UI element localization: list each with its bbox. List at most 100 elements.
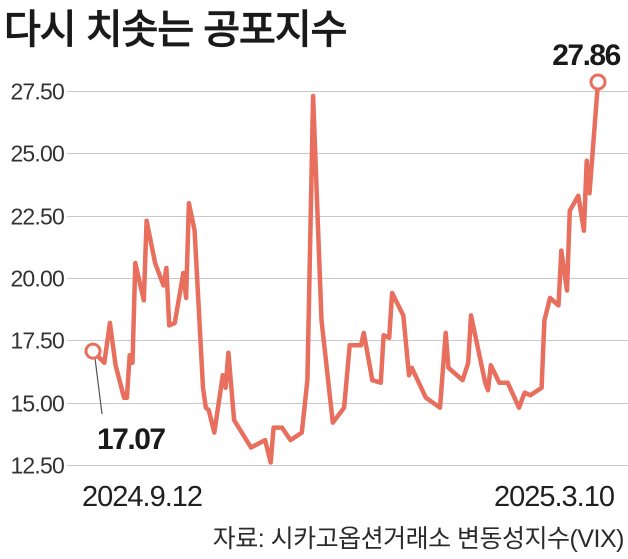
y-tick-label: 25.00: [10, 141, 64, 167]
data-point: [488, 363, 493, 368]
data-point: [122, 395, 126, 400]
data-point: [446, 365, 451, 370]
data-point: [565, 288, 569, 293]
data-point: [486, 388, 490, 393]
data-point: [220, 373, 225, 378]
data-point: [497, 380, 502, 385]
y-tick-label: 20.00: [10, 266, 64, 292]
data-point: [226, 350, 231, 355]
data-point: [567, 208, 572, 213]
data-point: [181, 271, 186, 275]
data-point: [559, 248, 564, 253]
data-point: [212, 430, 217, 435]
data-point: [576, 193, 581, 198]
data-point: [517, 405, 521, 410]
annotation-marker: [84, 342, 102, 360]
data-point: [299, 430, 304, 435]
data-point: [249, 445, 253, 450]
data-point: [288, 438, 293, 443]
data-point: [223, 385, 228, 390]
data-point: [342, 405, 347, 410]
annotation-marker: [589, 73, 607, 91]
data-point: [102, 360, 107, 365]
annotation-leader-line: [94, 357, 103, 415]
y-tick-label: 22.50: [10, 204, 64, 230]
data-point: [449, 368, 454, 373]
data-point: [407, 373, 411, 378]
x-tick-label-end: 2025.3.10: [494, 481, 614, 513]
data-point: [505, 380, 510, 385]
gridlines: [67, 91, 628, 466]
series: [90, 79, 601, 465]
annotations: 17.07 27.86: [84, 39, 622, 456]
data-point: [164, 266, 169, 270]
data-point: [153, 261, 158, 265]
annotation-label: 27.86: [552, 39, 620, 72]
x-tick-label-start: 2024.9.12: [82, 481, 202, 513]
data-point: [186, 201, 191, 206]
data-point: [466, 360, 471, 365]
source-note: 자료: 시카고옵션거래소 변동성지수(VIX): [212, 525, 625, 553]
data-point: [305, 378, 310, 383]
data-point: [581, 228, 586, 233]
x-axis-tick-labels: 2024.9.12 2025.3.10: [82, 481, 615, 513]
data-point: [556, 303, 561, 308]
data-point: [423, 395, 428, 400]
data-point: [124, 395, 129, 400]
data-point: [522, 390, 527, 395]
data-point: [319, 318, 324, 323]
data-point: [387, 335, 392, 340]
data-point: [280, 425, 284, 430]
data-point: [141, 298, 146, 303]
data-point: [330, 420, 335, 425]
y-tick-label: 15.00: [10, 391, 64, 417]
data-point: [192, 228, 197, 233]
data-point: [587, 191, 592, 196]
y-tick-label: 27.50: [10, 79, 64, 105]
data-point: [542, 318, 547, 323]
data-point: [584, 158, 589, 163]
y-tick-label: 12.50: [10, 453, 64, 479]
data-point: [133, 261, 138, 265]
annotation-label: 17.07: [97, 423, 165, 456]
data-point: [469, 313, 473, 318]
data-point: [144, 218, 149, 223]
data-point: [263, 438, 268, 443]
data-point: [460, 378, 465, 383]
data-point: [268, 460, 273, 465]
data-point: [401, 313, 406, 318]
data-point: [483, 380, 488, 385]
data-point: [206, 408, 211, 413]
data-point: [390, 291, 395, 295]
data-point: [203, 405, 208, 410]
data-point: [113, 363, 118, 368]
data-point: [539, 385, 544, 390]
data-point: [161, 283, 166, 288]
data-point: [172, 320, 177, 325]
data-point: [311, 94, 316, 98]
data-point: [167, 323, 172, 328]
data-point: [232, 418, 237, 423]
data-point: [347, 343, 352, 348]
data-point: [127, 353, 132, 358]
data-point: [359, 343, 363, 348]
data-point: [107, 320, 112, 325]
data-point: [361, 330, 366, 335]
data-point: [528, 393, 533, 398]
data-point: [271, 425, 276, 430]
data-point: [443, 330, 448, 335]
chart-title: 다시 치솟는 공포지수: [4, 8, 347, 52]
data-point: [130, 360, 135, 365]
series-line: [90, 79, 601, 465]
data-point: [381, 333, 386, 338]
data-point: [438, 405, 442, 410]
data-point: [378, 380, 383, 385]
data-point: [548, 295, 552, 300]
data-point: [184, 295, 189, 300]
data-point: [201, 385, 205, 390]
y-axis-tick-labels: 27.50 25.00 22.50 20.00 17.50 15.00 12.50: [10, 79, 64, 479]
data-point: [409, 365, 414, 370]
y-tick-label: 17.50: [10, 328, 64, 354]
